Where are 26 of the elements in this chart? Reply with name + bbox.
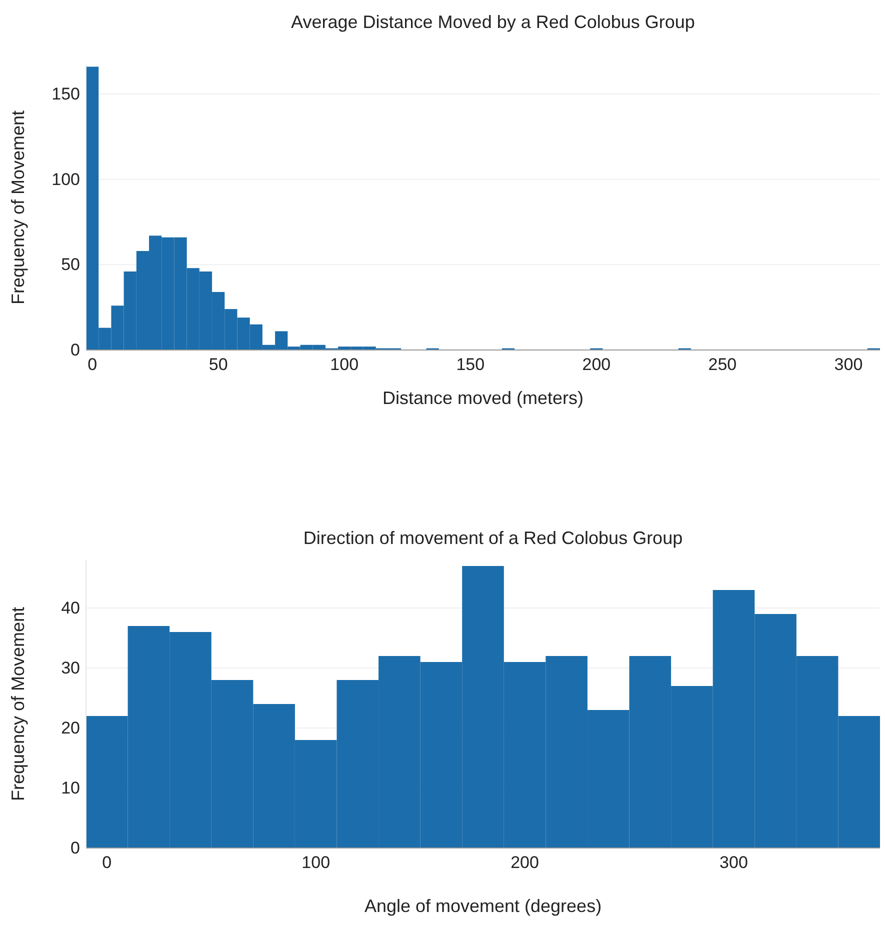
x-axis-title: Distance moved (meters) xyxy=(382,388,584,408)
x-tick-label: 50 xyxy=(208,355,228,374)
x-tick-label: 100 xyxy=(330,355,359,374)
y-tick-label: 0 xyxy=(70,340,80,360)
x-tick-label: 250 xyxy=(708,355,737,374)
x-tick-label: 300 xyxy=(834,355,863,374)
x-tick-label: 200 xyxy=(582,355,611,374)
x-tick-label: 150 xyxy=(456,355,485,374)
x-tick-label: 0 xyxy=(88,355,98,374)
y-tick-label: 0 xyxy=(70,838,80,858)
y-tick-label: 20 xyxy=(61,718,80,738)
y-tick-label: 30 xyxy=(61,658,80,678)
y-tick-label: 150 xyxy=(52,84,80,104)
y-axis-title: Frequency of Movement xyxy=(8,606,28,802)
x-tick-label: 200 xyxy=(510,853,539,872)
y-tick-label: 50 xyxy=(61,255,80,274)
y-tick-label: 10 xyxy=(61,778,80,798)
y-tick-label: 40 xyxy=(61,598,80,618)
chart-title: Average Distance Moved by a Red Colobus Group xyxy=(291,12,695,32)
chart-title: Direction of movement of a Red Colobus Group xyxy=(303,528,683,548)
x-tick-label: 100 xyxy=(302,853,330,872)
x-tick-label: 0 xyxy=(102,853,112,872)
y-tick-label: 100 xyxy=(52,170,80,189)
x-axis-title: Angle of movement (degrees) xyxy=(364,896,602,916)
x-tick-label: 300 xyxy=(720,853,748,872)
y-axis-title: Frequency of Movement xyxy=(8,110,28,305)
